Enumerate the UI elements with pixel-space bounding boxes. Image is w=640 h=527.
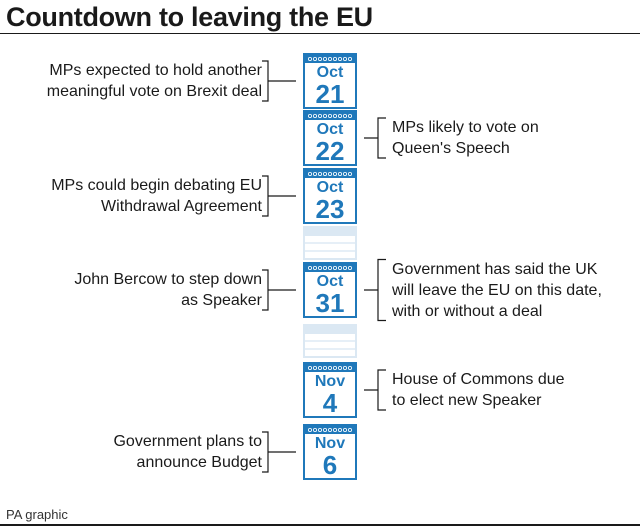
event-note-left: MPs could begin debating EU Withdrawal Ag… [51,175,262,217]
calendar-month: Nov [314,435,346,452]
event-note-left: John Bercow to step down as Speaker [74,269,262,311]
calendar-rings-icon [305,55,355,63]
event-note-line: with or without a deal [392,302,543,320]
calendar-day: 22 [315,136,345,166]
event-note-line: meaningful vote on Brexit deal [46,83,262,100]
event-note-line: will leave the EU on this date, [392,281,602,299]
title-rule [0,33,640,34]
calendar-rings-icon [305,364,355,372]
event-note-line: Government has said the UK [392,260,598,278]
right-bracket-1 [364,117,386,159]
calendar-rings-icon [305,170,355,178]
event-note-right: House of Commons due to elect new Speaker [392,369,565,411]
calendar-nov-4: Nov 4 [303,362,357,418]
calendar-rings-icon [305,264,355,272]
bottom-rule [0,524,640,526]
event-note-line: Queen's Speech [392,140,510,157]
calendar-month: Oct [316,64,344,81]
right-bracket-3 [364,258,386,322]
event-note-line: Government plans to [113,433,262,450]
credit: PA graphic [6,507,68,522]
calendar-month: Oct [316,121,344,138]
ghost-calendar-1 [303,226,357,260]
event-note-line: House of Commons due [392,371,565,388]
event-note-line: John Bercow to step down [74,271,262,288]
event-note-line: Withdrawal Agreement [101,198,262,215]
ghost-calendar-2 [303,324,357,358]
event-note-right: Government has said the UK will leave the… [392,259,602,322]
event-note-line: MPs likely to vote on [392,119,539,136]
left-bracket-0 [262,60,296,102]
calendar-rings-icon [305,426,355,434]
left-bracket-3 [262,269,296,311]
calendar-rings-icon [305,112,355,120]
calendar-oct-31: Oct 31 [303,262,357,318]
event-note-right: MPs likely to vote on Queen's Speech [392,117,539,159]
calendar-day: 6 [322,450,338,480]
calendar-day: 4 [322,388,338,418]
event-note-line: to elect new Speaker [392,392,542,409]
calendar-day: 31 [315,288,345,318]
calendar-month: Oct [316,179,344,196]
left-bracket-5 [262,431,296,473]
calendar-month: Oct [316,273,344,290]
event-note-left: MPs expected to hold another meaningful v… [47,60,262,102]
event-note-line: announce Budget [136,454,262,471]
calendar-month: Nov [314,373,346,390]
calendar-oct-23: Oct 23 [303,168,357,224]
left-bracket-2 [262,175,296,217]
calendar-oct-21: Oct 21 [303,53,357,109]
event-note-line: MPs expected to hold another [49,62,262,79]
right-bracket-4 [364,369,386,411]
calendar-day: 23 [315,194,345,224]
page-title: Countdown to leaving the EU [6,2,373,32]
calendar-day: 21 [315,79,345,109]
calendar-oct-22: Oct 22 [303,110,357,166]
event-note-line: MPs could begin debating EU [51,177,262,194]
event-note-line: as Speaker [181,292,262,309]
calendar-nov-6: Nov 6 [303,424,357,480]
event-note-left: Government plans to announce Budget [113,431,262,473]
